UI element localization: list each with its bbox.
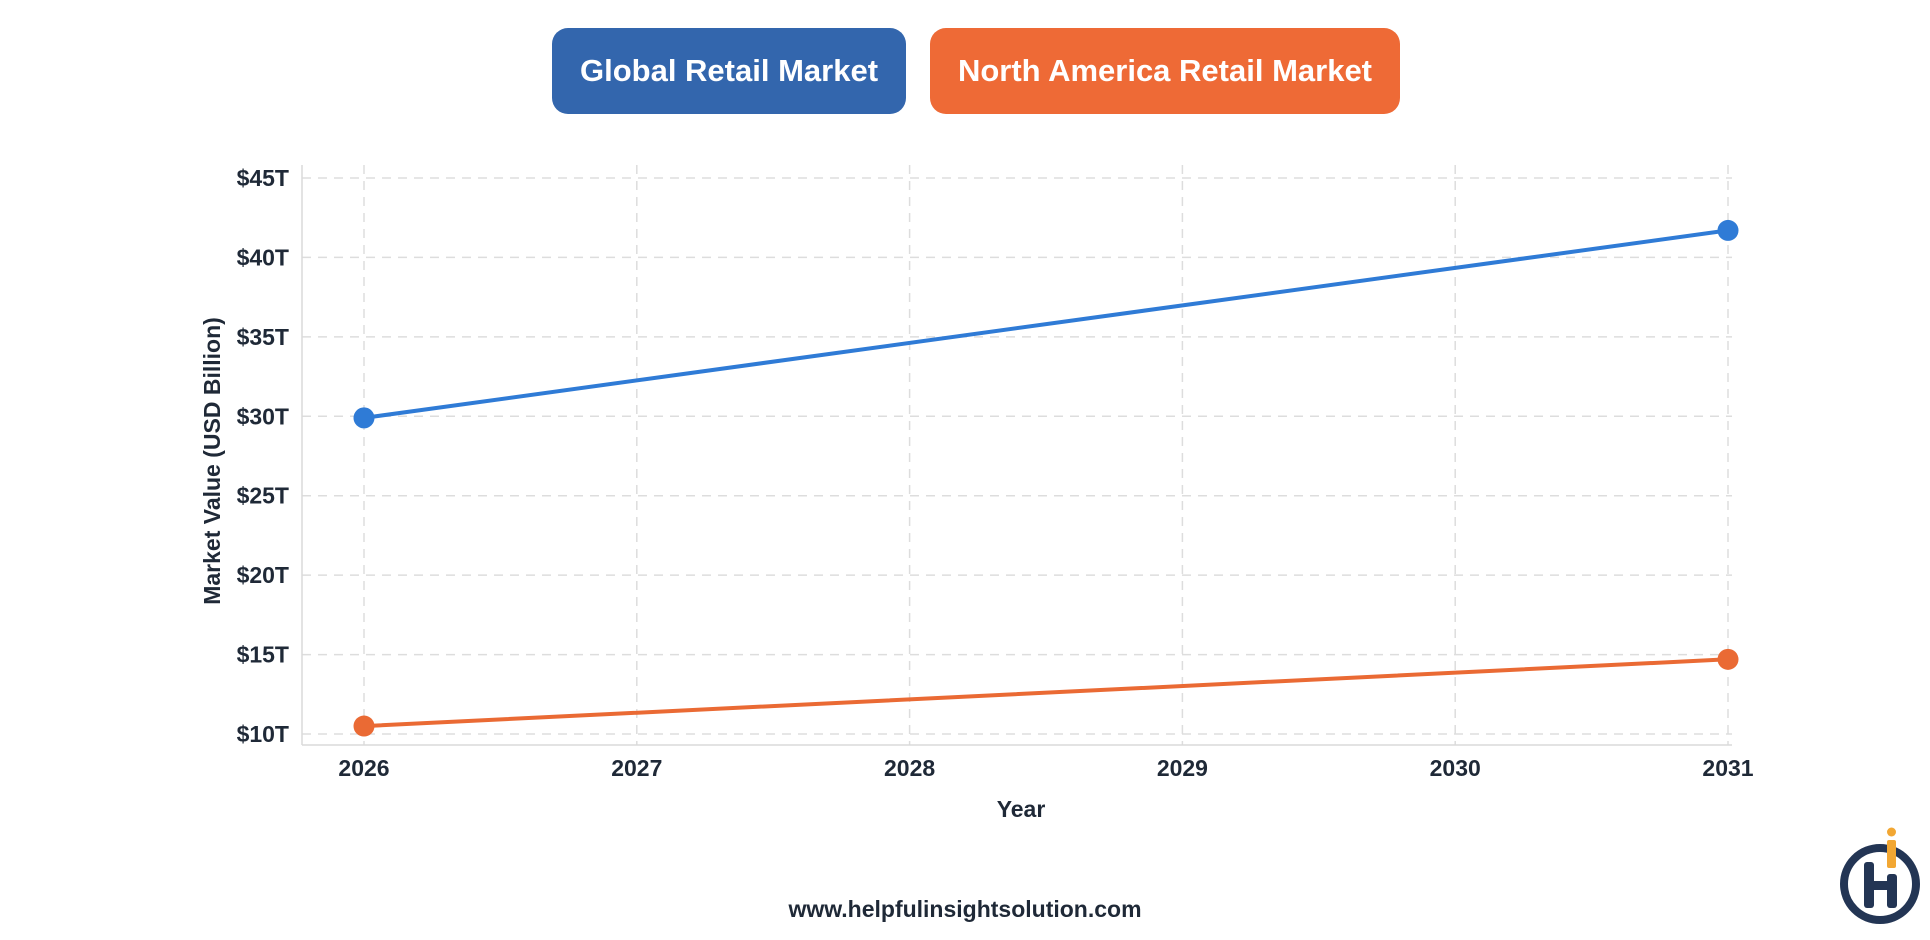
y-axis-title: Market Value (USD Billion) (199, 317, 225, 605)
y-tick-label: $15T (237, 642, 289, 668)
data-point-north-america (1717, 648, 1739, 670)
x-tick-label: 2027 (611, 755, 662, 781)
x-tick-label: 2029 (1157, 755, 1208, 781)
helpful-insight-logo-icon (1840, 827, 1920, 924)
y-tick-label: $40T (237, 244, 289, 270)
chart-axes: $10T $15T $20T $25T $30T $35T $40T $45T 2026 2027… (199, 165, 1754, 822)
x-tick-label: 2031 (1702, 755, 1753, 781)
series-line-north-america (362, 657, 1730, 729)
x-tick-label: 2028 (884, 755, 935, 781)
legend-item-global-retail-market[interactable]: Global Retail Market (552, 28, 906, 114)
chart-series (353, 219, 1739, 737)
x-axis-title: Year (997, 796, 1046, 822)
y-tick-label: $45T (237, 165, 289, 191)
y-tick-label: $35T (237, 324, 289, 350)
x-tick-label: 2030 (1430, 755, 1481, 781)
data-point-global (353, 407, 375, 429)
y-tick-label: $30T (237, 403, 289, 429)
chart-legend: Global Retail Market North America Retai… (0, 28, 1930, 114)
footer-url[interactable]: www.helpfulinsightsolution.com (788, 896, 1142, 922)
data-point-north-america (353, 715, 375, 737)
legend-item-north-america-retail-market[interactable]: North America Retail Market (930, 28, 1400, 114)
series-line-global (362, 228, 1730, 420)
y-tick-label: $10T (237, 721, 289, 747)
y-tick-label: $20T (237, 562, 289, 588)
chart-grid (302, 165, 1732, 745)
y-tick-label: $25T (237, 483, 289, 509)
data-point-global (1717, 219, 1739, 241)
x-tick-label: 2026 (338, 755, 389, 781)
